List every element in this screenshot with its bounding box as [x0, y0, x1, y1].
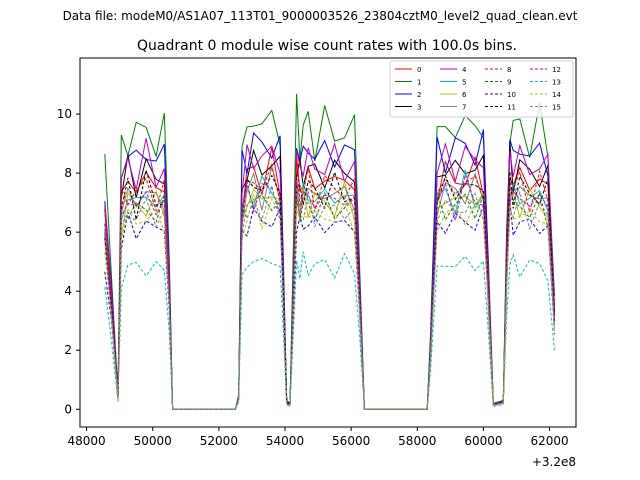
x-tick-label: 58000: [398, 434, 436, 448]
legend-label-15: 15: [552, 104, 561, 112]
series-line-8: [104, 158, 555, 410]
x-tick-label: 54000: [266, 434, 304, 448]
series-layer: [104, 93, 555, 410]
suptitle: Data file: modeM0/AS1A07_113T01_90000035…: [63, 9, 578, 23]
legend-box: [389, 60, 574, 118]
x-tick-label: 52000: [200, 434, 238, 448]
y-tick-label: 8: [64, 166, 72, 180]
plot-frame: [79, 57, 577, 428]
y-tick-label: 10: [57, 107, 72, 121]
x-tick-label: 48000: [68, 434, 106, 448]
x-axis-offset-label: +3.2e8: [532, 455, 576, 469]
legend-label-8: 8: [507, 66, 511, 74]
legend-label-13: 13: [552, 79, 561, 87]
legend-label-10: 10: [507, 91, 516, 99]
plot-area: [79, 57, 577, 428]
legend-label-5: 5: [462, 79, 466, 87]
y-axis: 0 2 4 6 8 10: [57, 107, 80, 416]
y-tick-label: 0: [64, 402, 72, 416]
legend-label-6: 6: [462, 91, 467, 99]
x-tick-label: 56000: [332, 434, 370, 448]
legend-label-9: 9: [507, 79, 511, 87]
x-tick-label: 62000: [530, 434, 568, 448]
series-line-13: [104, 251, 555, 410]
x-tick-label: 60000: [464, 434, 502, 448]
legend-label-3: 3: [417, 104, 421, 112]
legend-label-4: 4: [462, 66, 467, 74]
series-line-14: [104, 193, 555, 410]
series-line-15: [104, 183, 555, 410]
legend-label-0: 0: [417, 66, 421, 74]
legend-label-12: 12: [552, 66, 561, 74]
x-axis: 48000 50000 52000 54000 56000 58000 60000 62000: [68, 427, 569, 448]
legend-label-11: 11: [507, 104, 516, 112]
y-tick-label: 4: [64, 284, 72, 298]
x-tick-label: 50000: [134, 434, 172, 448]
chart-title: Quadrant 0 module wise count rates with …: [137, 38, 517, 54]
legend-label-7: 7: [462, 104, 466, 112]
y-tick-label: 6: [64, 225, 72, 239]
legend-label-2: 2: [417, 91, 421, 99]
legend-label-14: 14: [552, 91, 561, 99]
series-line-1: [104, 93, 555, 410]
series-line-4: [104, 138, 555, 410]
legend-label-1: 1: [417, 79, 421, 87]
y-tick-label: 2: [64, 343, 72, 357]
